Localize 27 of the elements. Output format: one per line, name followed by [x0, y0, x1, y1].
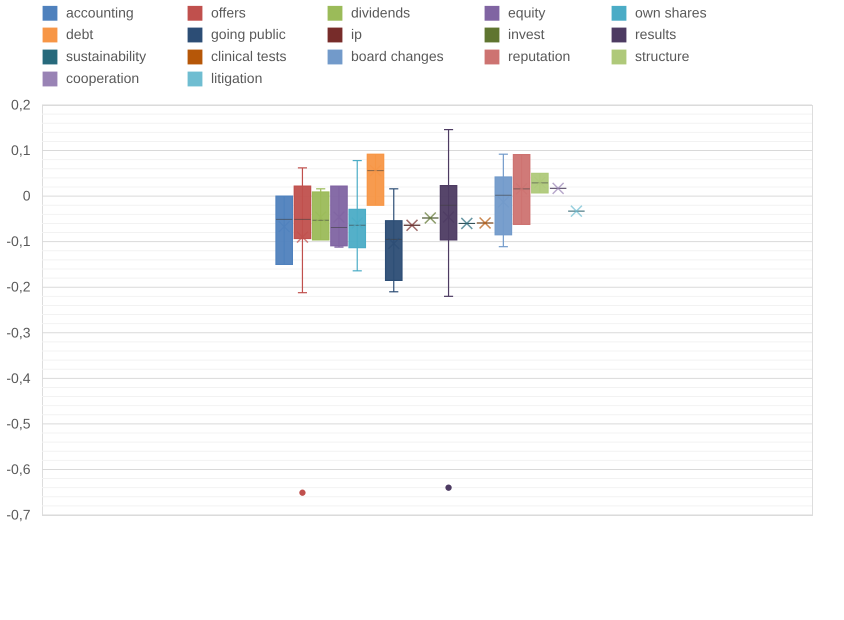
- legend-label: reputation: [508, 48, 570, 64]
- y-tick-label: -0,5: [6, 415, 31, 432]
- y-tick-label: -0,1: [6, 233, 31, 250]
- legend-label: equity: [508, 4, 546, 20]
- legend-label: own shares: [635, 4, 707, 20]
- legend-label: dividends: [351, 4, 410, 20]
- legend-label: offers: [211, 4, 246, 20]
- y-tick-label: -0,3: [6, 324, 31, 340]
- legend-label: litigation: [211, 70, 262, 86]
- legend-label: board changes: [351, 48, 444, 64]
- legend-label: invest: [508, 26, 545, 42]
- legend-label: accounting: [66, 4, 134, 20]
- y-tick-label: -0,6: [6, 460, 31, 477]
- y-tick-label: 0,2: [11, 96, 31, 112]
- y-tick-label: -0,7: [6, 506, 31, 522]
- y-tick-label: -0,2: [6, 278, 31, 295]
- legend-label: cooperation: [66, 70, 140, 86]
- legend-label: clinical tests: [211, 48, 286, 64]
- legend-label: going public: [211, 26, 286, 42]
- legend-label: sustainability: [66, 48, 146, 64]
- y-tick-label: 0,1: [11, 142, 31, 158]
- legend-label: debt: [66, 26, 94, 42]
- legend-label: ip: [351, 26, 362, 42]
- y-tick-label: -0,4: [6, 370, 31, 386]
- legend-label: results: [635, 26, 676, 42]
- legend-label: structure: [635, 48, 690, 64]
- y-tick-label: 0: [22, 188, 31, 204]
